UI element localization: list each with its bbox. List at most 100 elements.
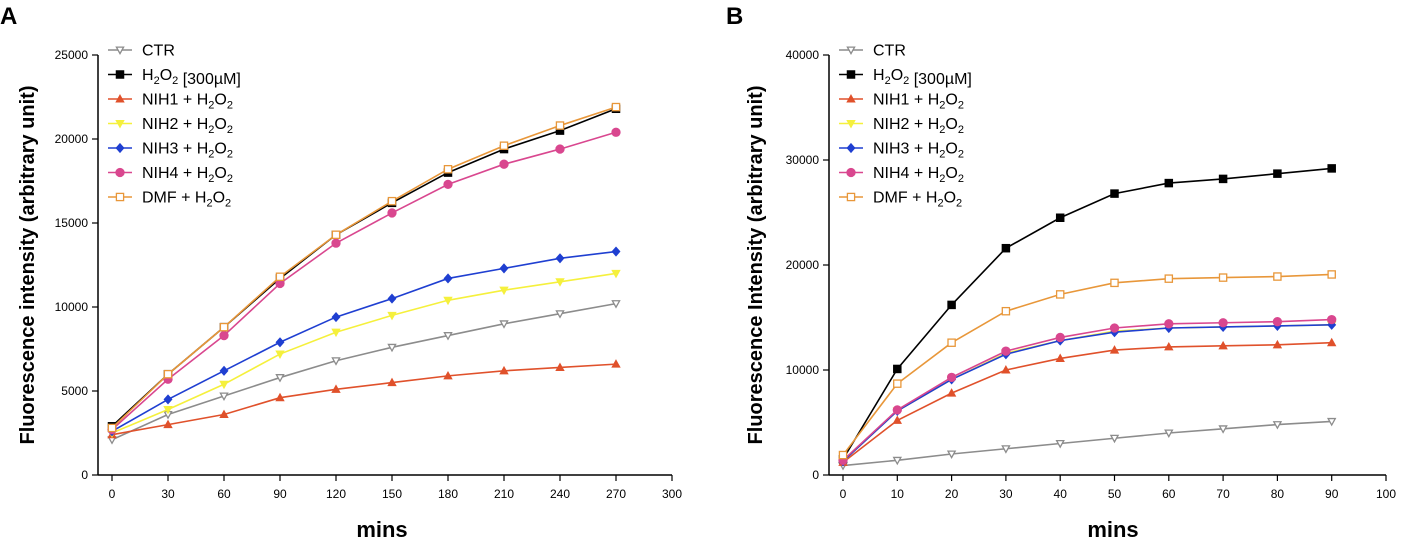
legend-label-ctr: CTR	[142, 43, 175, 60]
data-point-dmf	[219, 322, 229, 332]
legend-swatch-marker	[846, 94, 856, 103]
data-point-nih3	[555, 253, 565, 264]
legend-item-nih3: NIH3 + H2O2	[839, 141, 964, 161]
series-line-nih4	[842, 318, 1332, 461]
data-point-ctr	[611, 300, 621, 309]
x-tick-label: 70	[1216, 487, 1230, 501]
data-point-nih2	[163, 405, 173, 415]
legend-swatch-marker	[115, 119, 125, 129]
series-nih1	[107, 359, 621, 439]
series-nih3	[838, 319, 1337, 467]
legend-label-nih1: NIH1 + H2O2	[873, 92, 964, 112]
y-tick-label: 25000	[55, 48, 89, 62]
data-point-nih1	[1272, 339, 1283, 349]
series-nih4	[838, 314, 1337, 465]
legend-swatch-marker	[115, 94, 125, 103]
data-point-nih4	[1109, 323, 1120, 333]
x-tick-label: 60	[217, 487, 231, 501]
data-point-nih4	[387, 208, 397, 218]
panel-a-letter: A	[0, 3, 17, 30]
legend-swatch-marker	[846, 142, 856, 154]
data-point-nih2	[275, 350, 285, 359]
legend-label-nih2: NIH2 + H2O2	[873, 116, 964, 136]
data-point-ctr	[1109, 434, 1120, 444]
y-tick-label: 20000	[786, 258, 820, 272]
x-tick-label: 10	[891, 487, 905, 501]
legend-label-nih4: NIH4 + H2O2	[873, 165, 964, 185]
data-point-nih4	[611, 127, 621, 137]
legend-item-dmf: DMF + H2O2	[839, 190, 962, 210]
series-line-nih1	[111, 363, 617, 436]
data-point-ctr	[1164, 429, 1174, 438]
data-point-nih4	[1272, 317, 1283, 327]
data-point-nih1	[1055, 353, 1065, 362]
data-point-nih1	[275, 392, 285, 402]
legend-swatch-marker	[115, 70, 125, 79]
legend-item-dmf: DMF + H2O2	[108, 190, 231, 210]
data-point-h2o2	[1001, 243, 1011, 253]
legend-swatch-marker	[846, 167, 856, 178]
data-point-nih3	[387, 293, 397, 304]
data-point-h2o2	[1110, 189, 1119, 198]
data-point-nih1	[555, 362, 565, 372]
y-tick-label: 40000	[786, 48, 820, 62]
data-point-h2o2	[1164, 178, 1174, 188]
legend-label-ctr: CTR	[873, 43, 906, 60]
data-point-nih2	[611, 269, 621, 279]
data-point-dmf	[1327, 270, 1336, 279]
series-line-ctr	[111, 302, 617, 441]
x-tick-label: 0	[840, 487, 847, 501]
data-point-nih4	[1055, 332, 1065, 343]
legend-item-nih4: NIH4 + H2O2	[839, 165, 964, 185]
data-point-nih4	[499, 159, 509, 169]
x-tick-label: 210	[494, 487, 514, 501]
legend-item-ctr: CTR	[839, 43, 906, 60]
legend-item-nih3: NIH3 + H2O2	[108, 141, 233, 161]
legend-item-ctr: CTR	[108, 43, 175, 60]
data-point-h2o2	[1327, 164, 1336, 173]
legend-item-nih2: NIH2 + H2O2	[108, 116, 233, 136]
legend-swatch-marker	[846, 46, 856, 55]
data-point-nih1	[443, 370, 453, 380]
data-point-ctr	[499, 320, 509, 329]
panel-b: B Fluorescence Intensity (arbitrary unit…	[726, 3, 1396, 542]
data-point-nih1	[1001, 365, 1011, 374]
data-point-nih2	[219, 380, 229, 390]
data-point-nih2	[443, 296, 453, 306]
legend-item-h2o2: H2O2 [300µM]	[839, 67, 972, 88]
data-point-nih3	[443, 273, 453, 284]
data-point-h2o2	[1273, 169, 1282, 178]
x-tick-label: 20	[945, 487, 959, 501]
panel-a-axes: 0 5000 10000 15000 20000 25000 0 30 60 90 120 150 18…	[55, 48, 683, 501]
series-nih2	[107, 269, 621, 438]
y-tick-label: 0	[81, 468, 88, 482]
x-tick-label: 300	[662, 487, 682, 501]
data-point-nih1	[219, 409, 229, 419]
series-line-h2o2	[842, 167, 1332, 460]
legend-item-nih1: NIH1 + H2O2	[839, 92, 964, 112]
data-point-nih1	[892, 415, 903, 424]
data-point-ctr	[331, 357, 341, 366]
data-point-ctr	[443, 332, 453, 341]
data-point-nih1	[387, 377, 397, 387]
data-point-dmf	[1273, 272, 1282, 281]
data-point-dmf	[1164, 274, 1174, 283]
legend-label-h2o2: H2O2 [300µM]	[873, 67, 972, 88]
legend-label-dmf: DMF + H2O2	[142, 190, 231, 210]
data-point-ctr	[946, 450, 957, 459]
data-point-ctr	[275, 374, 285, 383]
data-point-h2o2	[1218, 174, 1228, 184]
series-line-nih2	[111, 272, 617, 434]
data-point-nih1	[1164, 341, 1174, 351]
y-tick-label: 15000	[55, 216, 89, 230]
legend-item-nih4: NIH4 + H2O2	[108, 165, 233, 185]
data-point-nih2	[499, 286, 509, 296]
data-point-nih4	[946, 372, 957, 383]
data-point-nih1	[1326, 337, 1337, 347]
legend-label-h2o2: H2O2 [300µM]	[142, 67, 241, 88]
series-line-nih3	[842, 324, 1332, 462]
data-point-dmf	[331, 230, 341, 240]
data-point-nih4	[1001, 346, 1011, 356]
y-tick-label: 5000	[61, 384, 88, 398]
